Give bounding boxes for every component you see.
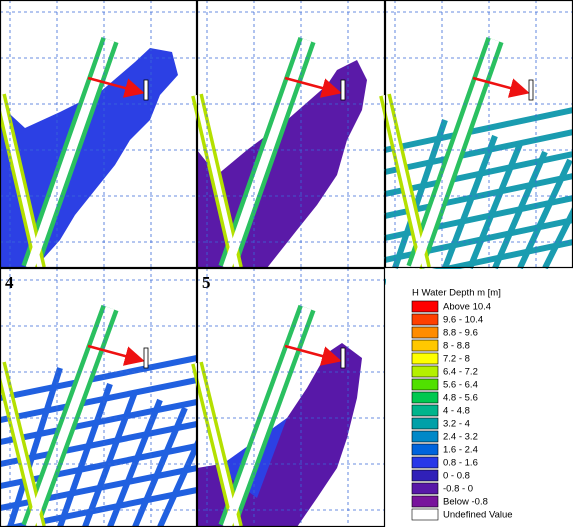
legend-swatch [412,509,438,520]
panel-label: 4 [5,273,14,292]
legend-label: Undefined Value [443,510,513,521]
legend-swatch [412,496,438,507]
map-panel [385,0,573,282]
legend-swatch [412,353,438,364]
gauge-marker [529,80,533,100]
legend-label: Below -0.8 [443,497,488,508]
legend-swatch [412,470,438,481]
map-panel: 4 [0,268,210,527]
legend-label: 3.2 - 4 [443,419,470,430]
legend-swatch [412,431,438,442]
legend-swatch [412,314,438,325]
legend-label: 1.6 - 2.4 [443,445,478,456]
legend-label: -0.8 - 0 [443,484,473,495]
gauge-marker [144,80,148,100]
legend-label: 7.2 - 8 [443,354,470,365]
legend-swatch [412,366,438,377]
map-panel [0,0,197,268]
gauge-marker [144,348,148,368]
legend-swatch [412,444,438,455]
legend-swatch [412,379,438,390]
legend-title: H Water Depth m [m] [412,288,501,299]
legend-swatch [412,483,438,494]
legend-swatch [412,327,438,338]
legend-label: 0 - 0.8 [443,471,470,482]
gauge-marker [341,80,345,100]
legend-label: 6.4 - 7.2 [443,367,478,378]
panel-label: 5 [202,273,211,292]
legend-swatch [412,418,438,429]
legend-swatch [412,340,438,351]
figure: 4 5 H Water Depth m [m] Above 10.4 9.6 - 10.… [0,0,573,527]
legend-label: 0.8 - 1.6 [443,458,478,469]
legend-label: 8 - 8.8 [443,341,470,352]
legend-swatch [412,405,438,416]
legend-label: 9.6 - 10.4 [443,315,483,326]
legend-swatch [412,301,438,312]
legend-label: Above 10.4 [443,302,491,313]
legend-label: 4 - 4.8 [443,406,470,417]
gauge-marker [341,348,345,368]
legend-swatch [412,392,438,403]
map-panel [197,0,385,268]
legend-label: 5.6 - 6.4 [443,380,478,391]
page: 4 5 H Water Depth m [m] Above 10.4 9.6 - 10.… [0,0,573,527]
legend-swatch [412,457,438,468]
legend-label: 4.8 - 5.6 [443,393,478,404]
legend-label: 2.4 - 3.2 [443,432,478,443]
legend-label: 8.8 - 9.6 [443,328,478,339]
map-panel: 5 [197,268,385,527]
